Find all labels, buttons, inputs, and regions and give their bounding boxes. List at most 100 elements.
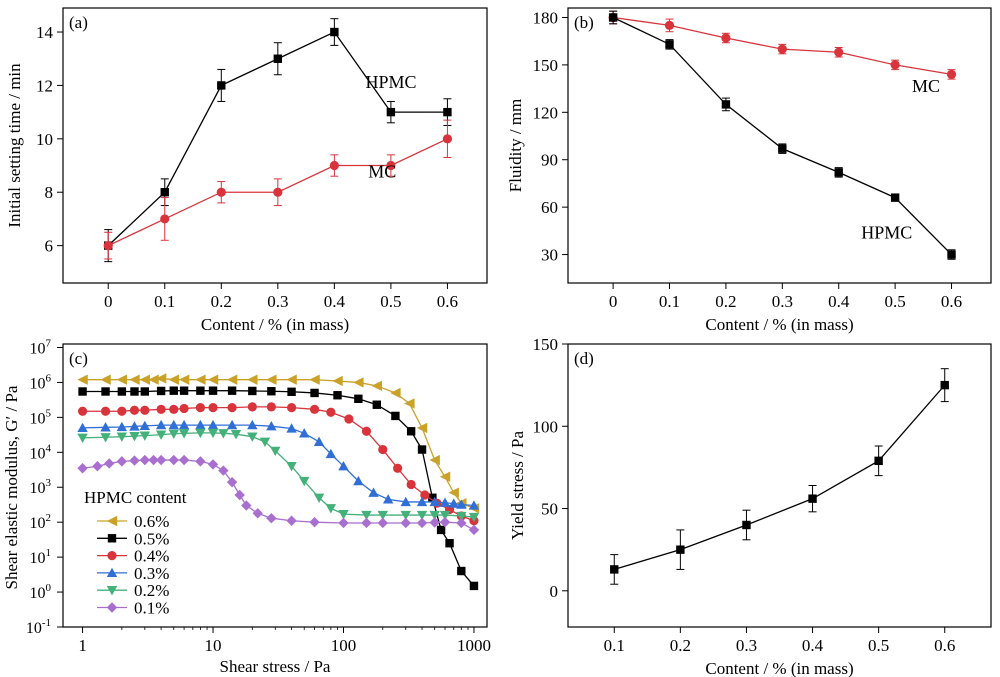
data-point [148,374,159,385]
data-point [267,387,276,396]
data-point [400,517,411,529]
data-point [247,402,257,412]
data-point [400,510,411,521]
data-point [391,411,400,421]
series-label: MC [912,76,940,96]
panel-label: (d) [574,349,594,368]
data-point [208,403,218,413]
legend-swatch-marker [106,515,118,527]
y-tick-exponent: 0 [46,582,52,594]
data-point [207,374,219,385]
data-point [227,403,237,413]
y-axis-label: Shear elastic modulus, G′ / Pa [2,385,21,589]
y-tick-label: 10 [36,130,53,149]
y-tick-base: 10 [30,375,46,392]
data-point [77,433,88,444]
y-axis-label: Yield stress / Pa [508,431,527,541]
data-point [230,430,242,440]
data-point [168,429,179,439]
data-point [116,432,128,442]
data-point [100,374,111,385]
y-tick-exponent: 2 [46,512,52,524]
data-point [393,463,403,473]
y-tick-base: 10 [30,340,46,357]
data-point [100,422,111,432]
data-point [353,475,364,486]
data-point [338,517,349,529]
y-tick-label: 100 [30,582,52,602]
x-tick-label: 1 [78,636,87,655]
data-point [208,386,218,395]
y-tick-label: 30 [541,246,558,265]
data-point [226,476,238,488]
data-point [178,429,190,439]
y-tick-base: 10 [30,515,46,532]
data-point [429,510,440,521]
data-point [332,375,343,387]
data-point [259,437,271,447]
data-point [325,448,337,459]
data-point [361,517,372,529]
data-point [313,436,325,446]
data-point [117,387,127,396]
data-point [400,496,411,507]
data-point [377,517,388,529]
data-point [468,524,480,536]
data-point [129,374,140,385]
x-tick-label: 0.2 [211,292,232,311]
panel-label: (a) [69,13,88,32]
y-tick-label: 102 [30,512,52,532]
x-tick-label: 0.3 [772,292,793,311]
data-point [273,187,283,197]
data-point [195,456,206,467]
legend-swatch-marker [106,602,118,613]
data-point [439,497,451,507]
legend: HPMC content 0.6%0.5%0.4%0.3%0.2%0.1% [84,488,187,618]
x-axis-label: Content / % (in mass) [201,315,349,334]
y-tick-label: 60 [541,198,558,217]
data-point [252,508,263,519]
y-tick-exponent: 7 [46,337,52,349]
series-line [82,432,475,518]
legend-swatch-marker [107,534,117,543]
legend-title: HPMC content [84,488,187,507]
data-point [195,403,205,413]
data-point [100,406,111,416]
data-point [313,493,325,503]
x-tick-label: 0.2 [715,292,736,311]
data-point [100,433,111,443]
data-point [129,431,140,442]
data-point [139,454,151,466]
series-line [82,424,475,507]
data-point [456,511,467,522]
data-point [445,539,454,548]
data-point [742,520,751,530]
data-point [168,454,179,466]
data-point [140,387,150,396]
data-point [406,479,416,490]
data-point [834,168,843,177]
data-point [664,20,675,30]
data-point [156,386,166,396]
data-point [940,380,949,390]
x-tick-label: 0.4 [828,292,850,311]
data-point [129,421,140,431]
data-point [808,494,817,503]
y-tick-exponent: 5 [46,407,52,419]
x-tick-label: 0.6 [941,292,962,311]
data-point [610,565,619,574]
data-point [248,386,257,396]
plot-frame [62,7,488,284]
y-tick-label: 106 [30,372,52,392]
series-label: HPMC [365,72,416,92]
panel-c-shear-elastic-modulus: 1 10 100 100010-1100101102103104105106107Sh… [2,337,491,676]
data-point [148,454,159,466]
y-tick-exponent: 4 [46,442,52,454]
data-point [286,462,297,472]
series-0.2% [77,428,480,523]
series-label: MC [368,162,396,182]
data-point [103,241,113,251]
data-point [428,493,437,502]
data-point [778,144,787,153]
